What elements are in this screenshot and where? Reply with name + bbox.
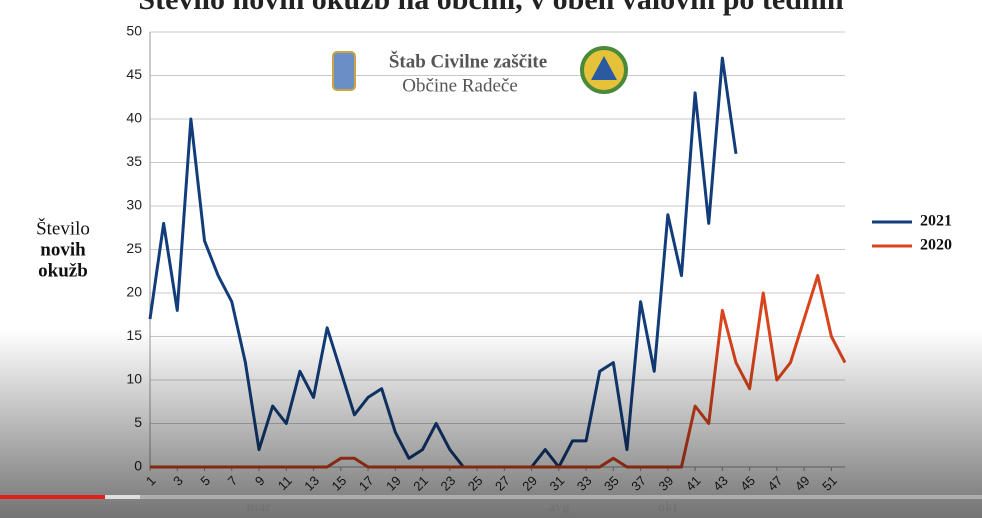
logo-text: Občine Radeče	[402, 75, 518, 96]
logo-text: Štab Civilne zaščite	[389, 50, 547, 72]
y-tick-label: 40	[126, 110, 142, 126]
y-axis-label: novih	[40, 239, 86, 260]
y-tick-label: 25	[126, 240, 142, 256]
y-tick-label: 35	[126, 153, 142, 169]
legend-label: 2020	[920, 237, 952, 254]
coat-of-arms	[332, 51, 356, 91]
y-axis-label: okužb	[38, 260, 88, 281]
video-overlay	[0, 330, 982, 518]
chart-title: Število novih okužb na občini, v obeh va…	[138, 0, 844, 16]
emblem-triangle	[591, 56, 617, 80]
logo: Štab Civilne zaščite Občine Radeče	[332, 46, 628, 96]
y-tick-label: 30	[126, 197, 142, 213]
y-tick-label: 50	[126, 23, 142, 39]
progress-track	[0, 495, 982, 499]
progress-bar[interactable]	[0, 495, 105, 499]
legend: 2021 2020	[872, 213, 952, 254]
legend-label: 2021	[920, 213, 952, 230]
y-tick-label: 45	[126, 66, 142, 82]
y-tick-label: 20	[126, 284, 142, 300]
y-axis-label: Število	[36, 217, 90, 239]
